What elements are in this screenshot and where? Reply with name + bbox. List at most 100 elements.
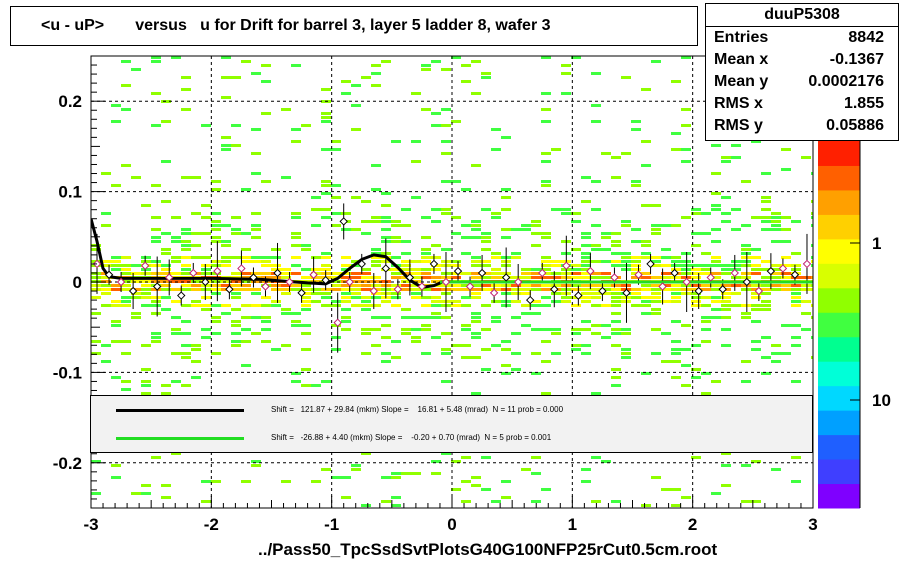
heatmap-cell bbox=[511, 352, 521, 355]
heatmap-cell bbox=[491, 256, 501, 259]
heatmap-cell bbox=[111, 476, 121, 479]
heatmap-cell bbox=[151, 280, 161, 283]
heatmap-cell bbox=[401, 268, 411, 271]
heatmap-cell bbox=[341, 212, 351, 215]
heatmap-cell bbox=[411, 292, 421, 295]
heatmap-cell bbox=[701, 288, 711, 291]
heatmap-cell bbox=[611, 252, 621, 255]
fit-legend-text: Shift = -26.88 + 4.40 (mkm) Slope = -0.2… bbox=[271, 433, 552, 442]
heatmap-cell bbox=[321, 208, 331, 211]
heatmap-cell bbox=[711, 308, 721, 311]
heatmap-cell bbox=[131, 316, 141, 319]
heatmap-cell bbox=[441, 332, 451, 335]
heatmap-cell bbox=[751, 460, 761, 463]
heatmap-cell bbox=[201, 288, 211, 291]
heatmap-cell bbox=[311, 300, 321, 303]
heatmap-cell bbox=[671, 80, 681, 83]
heatmap-cell bbox=[261, 304, 271, 307]
heatmap-cell bbox=[151, 240, 161, 243]
heatmap-cell bbox=[471, 220, 481, 223]
stats-value: 0.0002176 bbox=[808, 73, 884, 90]
heatmap-cell bbox=[291, 264, 301, 267]
heatmap-cell bbox=[151, 340, 161, 343]
heatmap-cell bbox=[181, 248, 191, 251]
heatmap-cell bbox=[121, 340, 131, 343]
heatmap-cell bbox=[621, 220, 631, 223]
heatmap-cell bbox=[601, 152, 611, 155]
heatmap-cell bbox=[141, 368, 151, 371]
stats-row-rms-y: RMS y 0.05886 bbox=[706, 115, 898, 137]
heatmap-cell bbox=[641, 88, 651, 91]
heatmap-cell bbox=[691, 272, 701, 275]
heatmap-cell bbox=[771, 468, 781, 471]
heatmap-cell bbox=[551, 332, 561, 335]
heatmap-cell bbox=[591, 292, 601, 295]
heatmap-cell bbox=[531, 352, 541, 355]
heatmap-cell bbox=[451, 344, 461, 347]
heatmap-cell bbox=[421, 276, 431, 279]
heatmap-cell bbox=[181, 272, 191, 275]
heatmap-cell bbox=[471, 260, 481, 263]
heatmap-cell bbox=[491, 344, 501, 347]
heatmap-cell bbox=[181, 288, 191, 291]
heatmap-cell bbox=[541, 268, 551, 271]
heatmap-cell bbox=[91, 248, 101, 251]
heatmap-cell bbox=[591, 120, 601, 123]
heatmap-cell bbox=[251, 332, 261, 335]
heatmap-cell bbox=[571, 212, 581, 215]
heatmap-cell bbox=[161, 392, 171, 395]
heatmap-cell bbox=[661, 264, 671, 267]
profile-point bbox=[622, 288, 631, 298]
fit-legend: Shift = 121.87 + 29.84 (mkm) Slope = 16.… bbox=[90, 395, 813, 453]
heatmap-cell bbox=[711, 296, 721, 299]
heatmap-cell bbox=[301, 124, 311, 127]
heatmap-cell bbox=[651, 276, 661, 279]
heatmap-cell bbox=[301, 292, 311, 295]
heatmap-cell bbox=[611, 320, 621, 323]
heatmap-cell bbox=[741, 264, 751, 267]
heatmap-cell bbox=[251, 224, 261, 227]
heatmap-cell bbox=[141, 284, 151, 287]
heatmap-cell bbox=[731, 268, 741, 271]
heatmap-cell bbox=[791, 324, 801, 327]
x-tick-label: 0 bbox=[447, 515, 456, 534]
heatmap-cell bbox=[341, 276, 351, 279]
heatmap-cell bbox=[671, 352, 681, 355]
heatmap-cell bbox=[151, 336, 161, 339]
heatmap-cell bbox=[671, 504, 681, 507]
heatmap-cell bbox=[771, 212, 781, 215]
heatmap-cell bbox=[811, 172, 813, 175]
heatmap-cell bbox=[211, 228, 221, 231]
heatmap-cell bbox=[371, 72, 381, 75]
heatmap-cell bbox=[671, 296, 681, 299]
heatmap-cell bbox=[301, 300, 311, 303]
heatmap-cell bbox=[271, 348, 281, 351]
heatmap-cell bbox=[611, 288, 621, 291]
heatmap-cell bbox=[181, 284, 191, 287]
heatmap-cell bbox=[311, 256, 321, 259]
heatmap-cell bbox=[371, 252, 381, 255]
heatmap-cell bbox=[431, 472, 441, 475]
heatmap-cell bbox=[331, 348, 341, 351]
heatmap-cell bbox=[231, 284, 241, 287]
title-box: <u - uP> versus u for Drift for barrel 3… bbox=[10, 6, 698, 46]
heatmap-cell bbox=[771, 264, 781, 267]
heatmap-cell bbox=[361, 220, 371, 223]
heatmap-cell bbox=[801, 156, 811, 159]
heatmap-cell bbox=[431, 296, 441, 299]
heatmap-cell bbox=[441, 208, 451, 211]
heatmap-cell bbox=[691, 368, 701, 371]
heatmap-cell bbox=[581, 480, 591, 483]
heatmap-cell bbox=[581, 320, 591, 323]
heatmap-cell bbox=[661, 332, 671, 335]
heatmap-cell bbox=[101, 260, 111, 263]
heatmap-cell bbox=[401, 472, 411, 475]
heatmap-cell bbox=[241, 284, 251, 287]
heatmap-cell bbox=[161, 296, 171, 299]
heatmap-cell bbox=[321, 264, 331, 267]
heatmap-cell bbox=[531, 328, 541, 331]
x-tick-label: -1 bbox=[324, 515, 339, 534]
heatmap-cell bbox=[231, 320, 241, 323]
heatmap-cell bbox=[331, 476, 341, 479]
heatmap-cell bbox=[381, 316, 391, 319]
